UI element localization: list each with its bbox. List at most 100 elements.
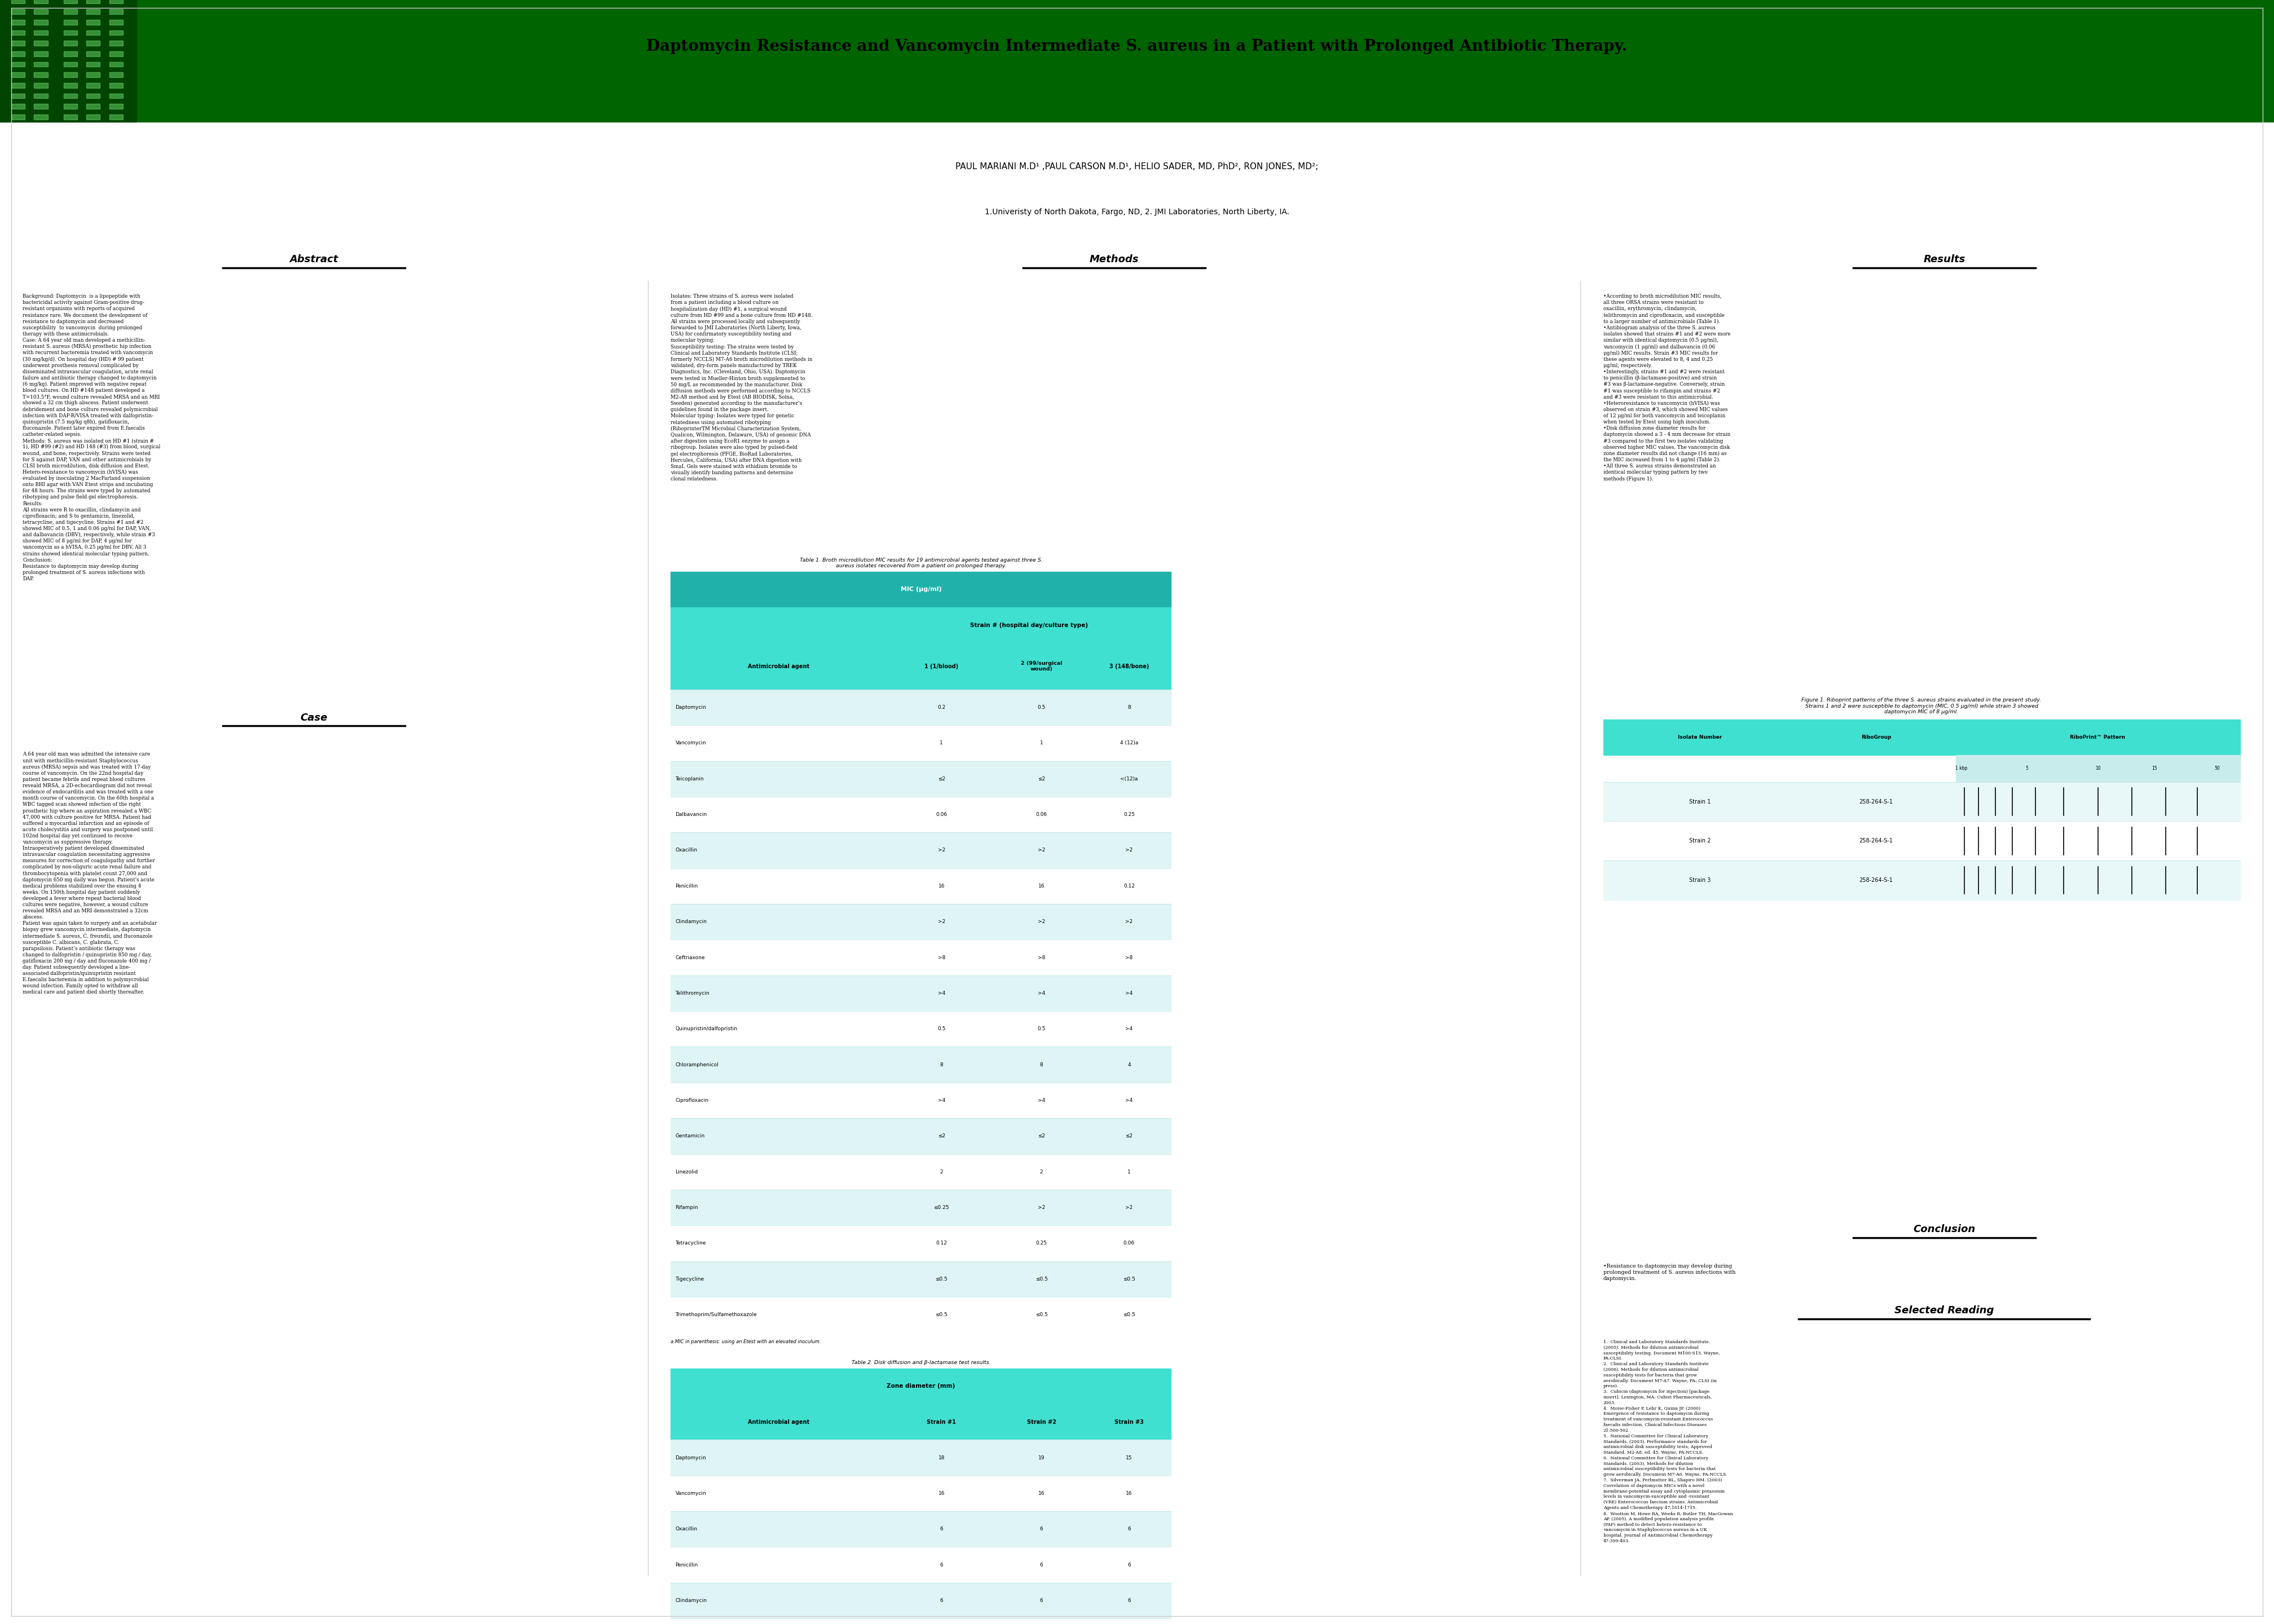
Text: 6: 6 xyxy=(1039,1562,1044,1567)
Bar xyxy=(64,114,77,119)
Bar xyxy=(34,104,48,109)
Bar xyxy=(671,1012,1171,1047)
Bar xyxy=(671,726,1171,762)
Text: 0.06: 0.06 xyxy=(937,812,946,817)
Text: 16: 16 xyxy=(1039,883,1044,888)
Text: ≤2: ≤2 xyxy=(1037,1134,1046,1138)
Text: 50: 50 xyxy=(2215,767,2219,771)
Bar xyxy=(11,73,25,78)
Text: 16: 16 xyxy=(939,1491,944,1496)
Text: Strain # (hospital day/culture type): Strain # (hospital day/culture type) xyxy=(971,622,1087,628)
Text: 258-264-S-1: 258-264-S-1 xyxy=(1860,838,1892,844)
Text: Tetracycline: Tetracycline xyxy=(675,1241,705,1246)
Text: Vancomycin: Vancomycin xyxy=(675,741,707,745)
Text: Trimethoprim/Sulfamethoxazole: Trimethoprim/Sulfamethoxazole xyxy=(675,1312,757,1317)
Text: >2: >2 xyxy=(1037,1205,1046,1210)
Text: Oxacillin: Oxacillin xyxy=(675,848,698,853)
Text: 2 (99/surgical
wound): 2 (99/surgical wound) xyxy=(1021,661,1062,672)
Text: 6: 6 xyxy=(1039,1527,1044,1531)
Text: >2: >2 xyxy=(1126,919,1132,924)
Text: 0.12: 0.12 xyxy=(1123,883,1135,888)
Bar xyxy=(86,19,100,24)
Bar xyxy=(671,1476,1171,1512)
Text: Ceftriaxone: Ceftriaxone xyxy=(675,955,705,960)
Text: ≤0.25: ≤0.25 xyxy=(935,1205,948,1210)
Text: Rifampin: Rifampin xyxy=(675,1205,698,1210)
Text: 6: 6 xyxy=(1128,1562,1130,1567)
Text: >4: >4 xyxy=(1126,991,1132,996)
Text: >4: >4 xyxy=(1037,991,1046,996)
Text: 0.06: 0.06 xyxy=(1123,1241,1135,1246)
Text: 0.5: 0.5 xyxy=(937,1026,946,1031)
Bar xyxy=(0,0,2274,122)
Bar xyxy=(671,905,1171,940)
Text: Antimicrobial agent: Antimicrobial agent xyxy=(748,664,810,669)
Text: ≤0.5: ≤0.5 xyxy=(1035,1312,1048,1317)
Text: Zone diameter (mm): Zone diameter (mm) xyxy=(887,1384,955,1389)
Text: RiboPrint™ Pattern: RiboPrint™ Pattern xyxy=(2069,734,2126,741)
Text: ≤2: ≤2 xyxy=(1037,776,1046,781)
Bar xyxy=(109,73,123,78)
Text: 1: 1 xyxy=(1039,741,1044,745)
Text: Daptomycin: Daptomycin xyxy=(675,705,707,710)
Bar xyxy=(1956,755,2240,781)
Bar xyxy=(34,19,48,24)
Bar xyxy=(109,31,123,36)
Bar xyxy=(671,1047,1171,1083)
Bar xyxy=(11,19,25,24)
Text: Table 1. Broth microdilution MIC results for 19 antimicrobial agents tested agai: Table 1. Broth microdilution MIC results… xyxy=(800,557,1041,568)
Text: Methods: Methods xyxy=(1089,255,1139,265)
Text: 0.5: 0.5 xyxy=(1037,1026,1046,1031)
Text: >4: >4 xyxy=(1126,1098,1132,1103)
Bar xyxy=(64,94,77,99)
Text: MIC (μg/ml): MIC (μg/ml) xyxy=(901,586,941,593)
Text: >4: >4 xyxy=(1037,1098,1046,1103)
Text: 1.Univeristy of North Dakota, Fargo, ND, 2. JMI Laboratories, North Liberty, IA.: 1.Univeristy of North Dakota, Fargo, ND,… xyxy=(985,208,1289,216)
Bar xyxy=(34,41,48,45)
Bar xyxy=(64,83,77,88)
Text: 15: 15 xyxy=(1126,1455,1132,1460)
Bar xyxy=(11,94,25,99)
Text: 6: 6 xyxy=(1128,1527,1130,1531)
Text: 2: 2 xyxy=(1039,1169,1044,1174)
Text: Table 2. Disk diffusion and β-lactamase test results.: Table 2. Disk diffusion and β-lactamase … xyxy=(850,1359,991,1366)
Bar xyxy=(671,976,1171,1012)
Bar xyxy=(11,41,25,45)
Text: Quinupristin/dalfopristin: Quinupristin/dalfopristin xyxy=(675,1026,737,1031)
Text: a.MIC in parenthesis: using an Etest with an elevated inoculum.: a.MIC in parenthesis: using an Etest wit… xyxy=(671,1340,821,1345)
Bar xyxy=(671,1583,1171,1619)
Text: ≤0.5: ≤0.5 xyxy=(1035,1276,1048,1281)
Bar xyxy=(671,1440,1171,1476)
Bar xyxy=(86,31,100,36)
Bar xyxy=(109,41,123,45)
Text: •Resistance to daptomycin may develop during
prolonged treatment of S. aureus in: •Resistance to daptomycin may develop du… xyxy=(1603,1263,1735,1281)
Bar xyxy=(86,0,100,3)
Text: Dalbavancin: Dalbavancin xyxy=(675,812,707,817)
Text: 0.2: 0.2 xyxy=(937,705,946,710)
Bar xyxy=(34,114,48,119)
Bar xyxy=(671,1298,1171,1333)
Text: ≤2: ≤2 xyxy=(1126,1134,1132,1138)
Text: ≤2: ≤2 xyxy=(937,776,946,781)
Bar xyxy=(671,690,1171,726)
Text: >8: >8 xyxy=(1037,955,1046,960)
Text: >2: >2 xyxy=(1037,919,1046,924)
Bar xyxy=(671,572,1171,607)
Text: Penicillin: Penicillin xyxy=(675,1562,698,1567)
Text: 8: 8 xyxy=(1128,705,1130,710)
Text: 258-264-S-1: 258-264-S-1 xyxy=(1860,799,1892,804)
Text: 4: 4 xyxy=(1128,1062,1130,1067)
Bar xyxy=(64,41,77,45)
Bar xyxy=(109,52,123,57)
Text: 16: 16 xyxy=(939,883,944,888)
Text: 258-264-S-1: 258-264-S-1 xyxy=(1860,877,1892,883)
Bar xyxy=(671,1155,1171,1190)
Bar xyxy=(671,1119,1171,1155)
Text: 1.  Clinical and Laboratory Standards Institute.
(2005). Methods for dilution an: 1. Clinical and Laboratory Standards Ins… xyxy=(1603,1340,1733,1543)
Bar xyxy=(671,1226,1171,1262)
Bar xyxy=(64,52,77,57)
Text: 0.25: 0.25 xyxy=(1037,1241,1046,1246)
Bar xyxy=(671,762,1171,797)
Text: 1: 1 xyxy=(939,741,944,745)
Bar xyxy=(671,797,1171,833)
